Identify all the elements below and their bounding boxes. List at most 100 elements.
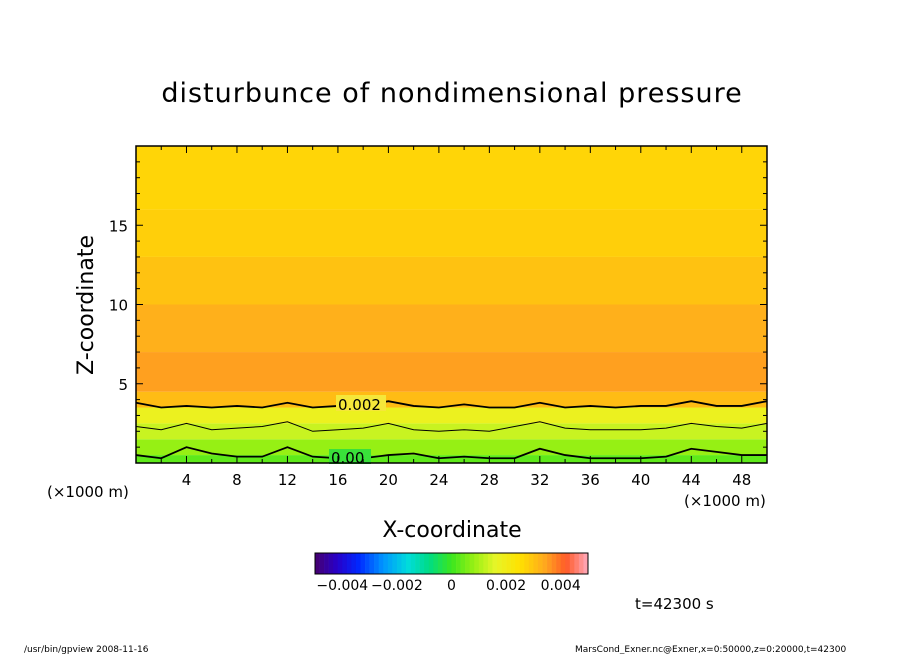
colorbar-cell (383, 553, 389, 574)
field-band-5 (136, 352, 767, 392)
y-tick-label: 15 (109, 217, 128, 235)
time-label: t=42300 s (635, 595, 714, 613)
x-tick-label: 44 (682, 471, 701, 489)
colorbar-cell (469, 553, 475, 574)
colorbar-cell (437, 553, 443, 574)
colorbar-cell (510, 553, 516, 574)
chart-title: disturbunce of nondimensional pressure (161, 78, 742, 109)
footer-left: /usr/bin/gpview 2008-11-16 (24, 645, 149, 654)
colorbar-tick-label: 0.004 (541, 578, 581, 594)
colorbar-cell (533, 553, 539, 574)
colorbar-cell (351, 553, 357, 574)
colorbar-cell (474, 553, 480, 574)
field-band-6 (136, 304, 767, 353)
colorbar-tick-label: −0.002 (371, 578, 423, 594)
contour-label-0002-text: 0.002 (338, 396, 381, 414)
x-unit-right: (×1000 m) (684, 492, 766, 510)
contour-line-2 (135, 446, 767, 460)
x-tick-label: 24 (429, 471, 448, 489)
colorbar-cell (342, 553, 348, 574)
colorbar-cell (547, 553, 552, 574)
colorbar-cell (560, 553, 566, 574)
colorbar-cell (492, 553, 498, 574)
colorbar-cell (433, 553, 439, 574)
colorbar-cell (574, 553, 580, 574)
colorbar-cell (333, 553, 339, 574)
colorbar-cell (415, 553, 420, 574)
colorbar-cell (355, 553, 361, 574)
colorbar-cell (497, 553, 502, 574)
colorbar-cell (556, 553, 561, 574)
colorbar-cell (328, 553, 334, 574)
x-tick-label: 36 (581, 471, 600, 489)
contour-line-1 (135, 421, 768, 432)
colorbar-cell (524, 553, 530, 574)
colorbar-frame (314, 552, 589, 575)
colorbar-cell (346, 553, 352, 574)
contour-label-000: 0.00 (329, 449, 371, 467)
colorbar-cell (374, 553, 379, 574)
colorbar-cell (460, 553, 466, 574)
colorbar-cell (337, 553, 343, 574)
colorbar-cell (451, 553, 457, 574)
colorbar-cell (396, 553, 402, 574)
colorbar-cell (319, 553, 325, 574)
colorbar-cell (487, 553, 493, 574)
x-tick-label: 4 (182, 471, 192, 489)
colorbar-cell (465, 553, 470, 574)
contour-lines (135, 400, 768, 460)
colorbar-tick-labels: −0.004 −0.002 0 0.002 0.004 (316, 578, 580, 594)
y-tick-label: 10 (109, 297, 128, 315)
x-tick-label: 16 (328, 471, 347, 489)
colorbar-cell (565, 553, 571, 574)
colorbar-cell (528, 553, 534, 574)
colorbar-cell (392, 553, 398, 574)
colorbar-cell (324, 553, 329, 574)
contour-line-0 (135, 400, 768, 409)
colorbar-cell (401, 553, 407, 574)
x-axis-ticks: 4 8 12 16 20 24 28 32 36 40 44 48 (160, 146, 751, 489)
x-axis-label: X-coordinate (382, 518, 521, 543)
colorbar-cell (478, 553, 484, 574)
colorbar-cell (501, 553, 507, 574)
colorbar-cell (410, 553, 416, 574)
colorbar-cell (483, 553, 489, 574)
field-band-0 (136, 455, 767, 463)
x-tick-label: 8 (232, 471, 242, 489)
colorbar (315, 553, 589, 574)
x-tick-label: 48 (732, 471, 751, 489)
colorbar-cell (419, 553, 425, 574)
colorbar-cell (542, 553, 548, 574)
y-tick-label: 5 (118, 376, 128, 394)
colorbar-cell (456, 553, 461, 574)
colorbar-cell (428, 553, 434, 574)
contour-label-0002: 0.002 (336, 395, 386, 414)
colorbar-tick-label: 0.002 (486, 578, 526, 594)
colorbar-cell (551, 553, 557, 574)
field-band-3 (136, 407, 767, 424)
y-axis-ticks: 5 10 15 (109, 161, 767, 448)
colorbar-cell (378, 553, 384, 574)
colorbar-cell (315, 553, 320, 574)
colorbar-cell (424, 553, 430, 574)
x-tick-label: 12 (278, 471, 297, 489)
heatmap-field (136, 146, 767, 463)
x-unit-left: (×1000 m) (47, 483, 129, 501)
colorbar-cell (406, 553, 411, 574)
colorbar-cell (446, 553, 452, 574)
field-band-9 (136, 146, 767, 210)
colorbar-cell (365, 553, 370, 574)
contour-label-000-text: 0.00 (331, 449, 364, 467)
x-tick-label: 40 (631, 471, 650, 489)
colorbar-cell (442, 553, 448, 574)
colorbar-tick-label: 0 (447, 578, 456, 594)
colorbar-cell (387, 553, 393, 574)
x-tick-label: 20 (379, 471, 398, 489)
colorbar-cell (569, 553, 575, 574)
field-band-1 (136, 439, 767, 456)
colorbar-cell (506, 553, 511, 574)
field-band-8 (136, 209, 767, 257)
x-tick-label: 28 (480, 471, 499, 489)
field-band-7 (136, 256, 767, 305)
